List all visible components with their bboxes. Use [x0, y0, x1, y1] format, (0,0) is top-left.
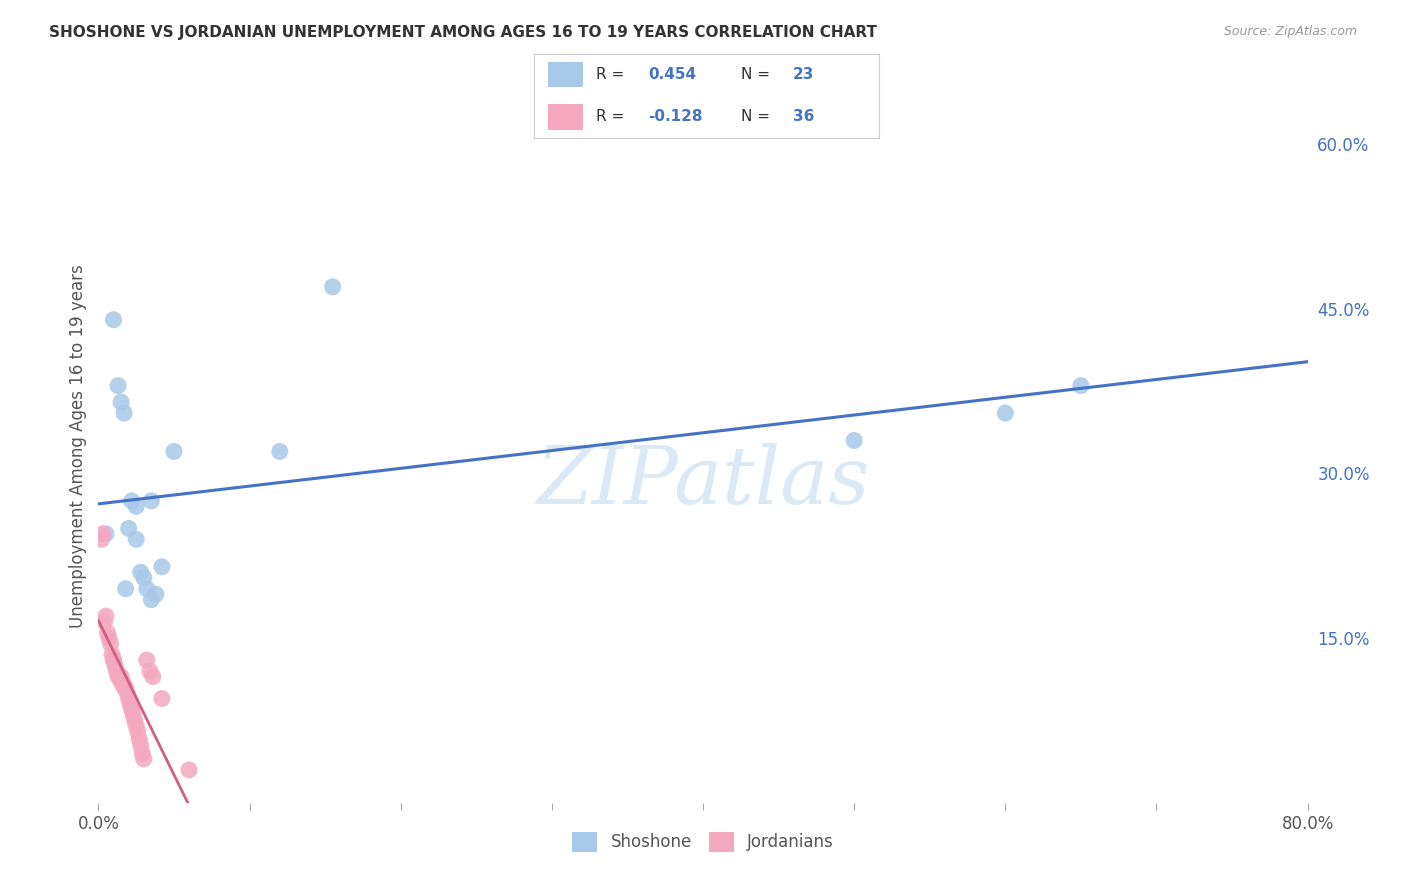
- Point: [135, 653, 157, 667]
- Point: [101, 648, 124, 662]
- Text: R =: R =: [596, 109, 630, 124]
- Point: [110, 669, 132, 683]
- Point: [145, 587, 167, 601]
- Point: [114, 582, 136, 596]
- Point: [90, 533, 112, 547]
- Point: [131, 747, 153, 761]
- Point: [125, 500, 148, 514]
- Point: [107, 669, 129, 683]
- Point: [125, 533, 148, 547]
- Point: [132, 752, 155, 766]
- Point: [150, 691, 173, 706]
- Point: [103, 653, 125, 667]
- Point: [103, 653, 125, 667]
- Point: [132, 571, 155, 585]
- Point: [108, 669, 131, 683]
- Text: 0.454: 0.454: [648, 67, 696, 82]
- Point: [269, 444, 291, 458]
- Text: N =: N =: [741, 109, 775, 124]
- Point: [142, 669, 165, 683]
- Point: [129, 739, 152, 753]
- Point: [122, 708, 145, 723]
- Text: 23: 23: [793, 67, 814, 82]
- Point: [141, 494, 163, 508]
- Point: [103, 312, 125, 326]
- Point: [322, 280, 344, 294]
- Legend: Shoshone, Jordanians: Shoshone, Jordanians: [565, 825, 841, 859]
- Point: [125, 719, 148, 733]
- Point: [121, 494, 143, 508]
- Point: [107, 378, 129, 392]
- Point: [98, 631, 121, 645]
- Point: [128, 732, 150, 747]
- Text: SHOSHONE VS JORDANIAN UNEMPLOYMENT AMONG AGES 16 TO 19 YEARS CORRELATION CHART: SHOSHONE VS JORDANIAN UNEMPLOYMENT AMONG…: [49, 25, 877, 40]
- Point: [121, 702, 143, 716]
- Point: [179, 763, 201, 777]
- Point: [104, 658, 127, 673]
- Point: [111, 675, 134, 690]
- Point: [120, 697, 142, 711]
- Point: [100, 637, 122, 651]
- Point: [139, 664, 162, 678]
- Point: [110, 675, 132, 690]
- Point: [141, 592, 163, 607]
- Point: [994, 406, 1017, 420]
- Text: 36: 36: [793, 109, 814, 124]
- Point: [129, 566, 152, 580]
- Point: [93, 615, 115, 629]
- Point: [150, 559, 173, 574]
- Point: [1070, 378, 1092, 392]
- Point: [127, 724, 149, 739]
- Text: N =: N =: [741, 67, 775, 82]
- Point: [115, 686, 138, 700]
- Point: [163, 444, 186, 458]
- Bar: [548, 62, 582, 87]
- Point: [118, 521, 141, 535]
- Point: [124, 714, 146, 728]
- Point: [105, 664, 128, 678]
- Text: ZIPatlas: ZIPatlas: [536, 443, 870, 520]
- Point: [112, 681, 135, 695]
- Point: [114, 681, 136, 695]
- Point: [96, 625, 118, 640]
- Point: [112, 406, 135, 420]
- Y-axis label: Unemployment Among Ages 16 to 19 years: Unemployment Among Ages 16 to 19 years: [69, 264, 87, 628]
- Point: [94, 609, 117, 624]
- Text: Source: ZipAtlas.com: Source: ZipAtlas.com: [1223, 25, 1357, 38]
- Point: [94, 526, 117, 541]
- Point: [844, 434, 866, 448]
- Point: [135, 582, 157, 596]
- Text: R =: R =: [596, 67, 630, 82]
- Bar: [548, 104, 582, 130]
- Point: [118, 691, 141, 706]
- Point: [110, 395, 132, 409]
- Text: -0.128: -0.128: [648, 109, 703, 124]
- Point: [91, 526, 114, 541]
